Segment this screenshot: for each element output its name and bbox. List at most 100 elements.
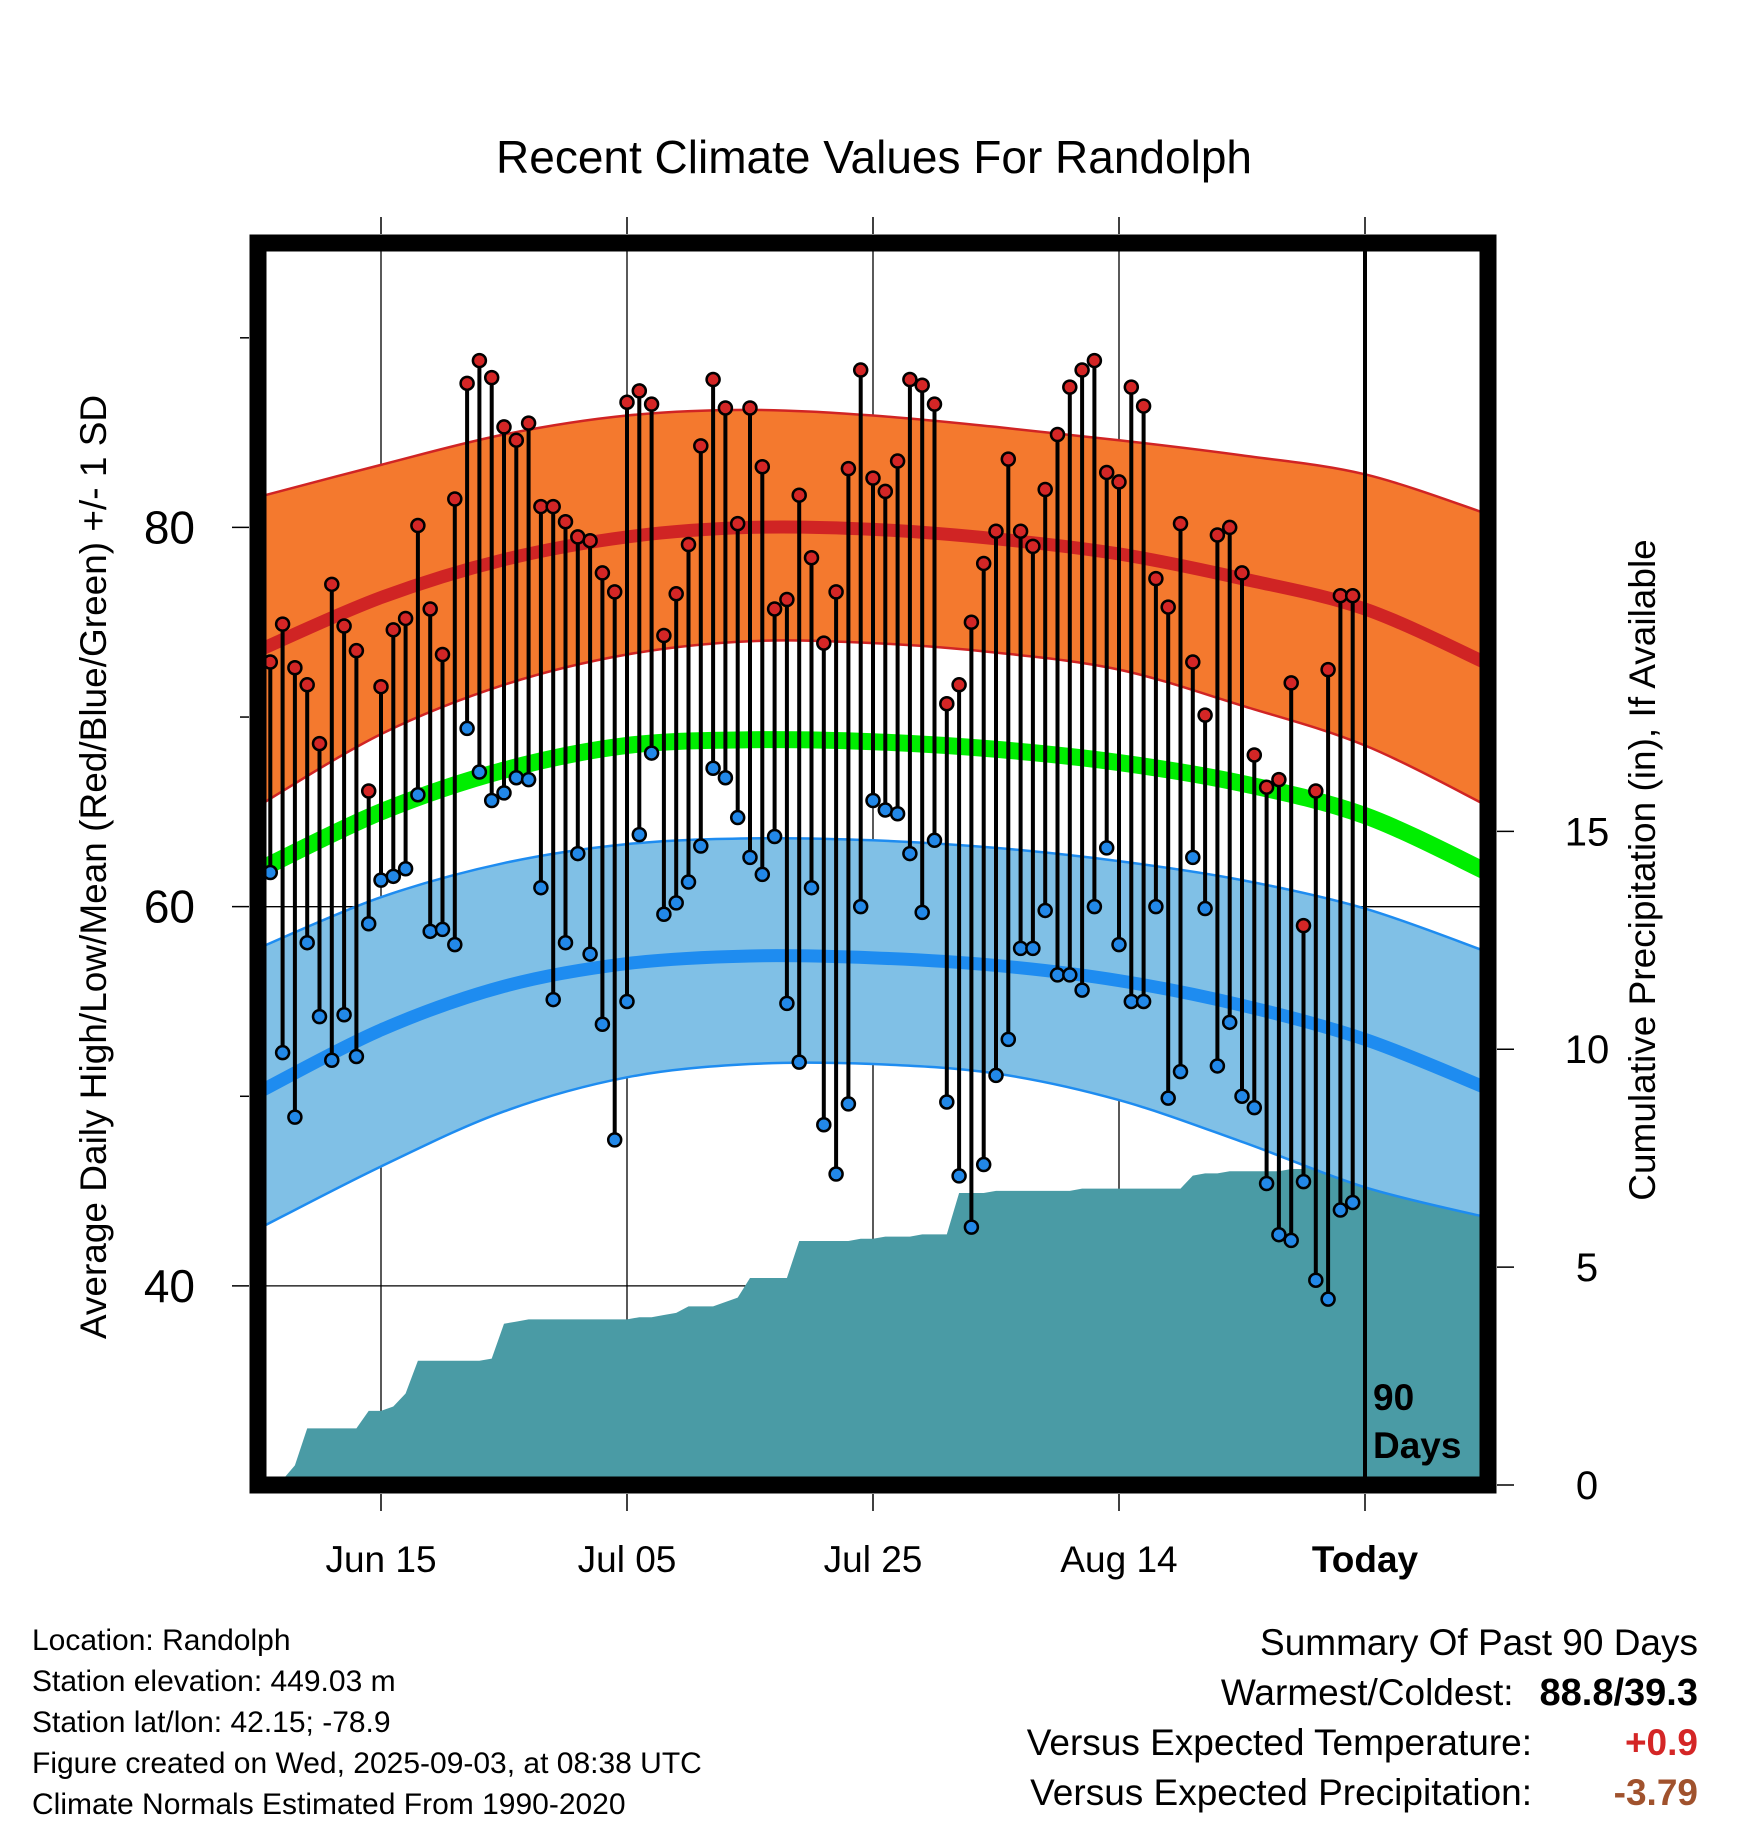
high-temp-dot	[1135, 398, 1152, 414]
low-temp-dot	[840, 1096, 857, 1112]
high-temp-dot	[619, 394, 635, 411]
low-temp-dot	[656, 906, 672, 922]
elevation-text: Station elevation: 449.03 m	[32, 1665, 396, 1698]
high-temp-dot	[926, 396, 943, 412]
y2-axis-label: Cumulative Precipitation (in), If Availa…	[1622, 539, 1663, 1201]
low-temp-dot	[1172, 1063, 1189, 1080]
high-temp-dot	[1172, 515, 1189, 532]
low-temp-dot	[1197, 900, 1213, 917]
low-temp-dot	[606, 1132, 623, 1148]
high-temp-dot	[1258, 779, 1275, 795]
low-temp-dot	[287, 1109, 303, 1125]
x-tick-label: Aug 14	[1060, 1539, 1177, 1580]
high-temp-dot	[988, 523, 1004, 539]
low-temp-dot	[1308, 1272, 1324, 1288]
high-temp-dot	[963, 614, 980, 630]
low-temp-dot	[1098, 840, 1115, 856]
low-temp-dot	[902, 845, 918, 862]
low-temp-dot	[520, 771, 537, 788]
high-temp-dot	[570, 529, 586, 545]
low-temp-dot	[1037, 902, 1053, 919]
low-temp-dot	[496, 785, 512, 801]
high-temp-dot	[336, 618, 352, 634]
low-temp-dot	[631, 826, 648, 843]
low-temp-dot	[828, 1166, 844, 1182]
low-temp-dot	[926, 832, 943, 849]
high-temp-dot	[1025, 538, 1041, 555]
low-temp-dot	[434, 921, 451, 938]
chart-title: Recent Climate Values For Randolph	[496, 131, 1252, 183]
daily-dots	[250, 352, 1361, 1307]
high-temp-dot	[779, 591, 795, 608]
high-temp-dot	[483, 369, 500, 386]
y2-tick-label: 15	[1565, 810, 1610, 854]
high-temp-dot	[1111, 474, 1127, 490]
low-temp-dot	[1258, 1175, 1275, 1192]
low-temp-dot	[668, 895, 684, 911]
y-tick-label: 60	[144, 881, 195, 933]
low-temp-dot	[693, 838, 709, 854]
high-temp-dot	[889, 453, 906, 469]
high-temp-dot	[1344, 587, 1361, 604]
high-temp-dot	[606, 584, 623, 600]
low-temp-dot	[889, 806, 906, 822]
low-temp-dot	[447, 936, 463, 953]
low-temp-dot	[299, 934, 315, 951]
high-temp-dot	[1221, 519, 1238, 536]
low-temp-dot	[865, 792, 881, 809]
y-tick-label: 40	[144, 1260, 195, 1312]
window-label-days: Days	[1373, 1425, 1461, 1466]
high-temp-dot	[557, 513, 574, 530]
low-temp-dot	[717, 769, 734, 786]
created-text: Figure created on Wed, 2025-09-03, at 08…	[32, 1747, 702, 1780]
summary-warmest-coldest: Warmest/Coldest: 88.8/39.3	[1027, 1668, 1698, 1718]
precip-anomaly-label: Versus Expected Precipitation:	[1030, 1772, 1532, 1813]
low-temp-dot	[742, 849, 758, 866]
y2-tick-label: 0	[1576, 1464, 1598, 1508]
high-temp-dot	[520, 415, 537, 431]
high-temp-dot	[348, 642, 365, 659]
high-temp-dot	[1197, 707, 1213, 723]
high-temp-dot	[1320, 661, 1336, 678]
low-temp-dot	[508, 769, 525, 786]
low-temp-dot	[643, 745, 660, 761]
high-temp-dot	[791, 487, 807, 503]
low-temp-dot	[410, 787, 426, 803]
high-temp-dot	[311, 735, 328, 752]
high-temp-dot	[1283, 675, 1299, 691]
low-temp-dot	[1246, 1099, 1263, 1116]
summary-heading: Summary Of Past 90 Days	[1260, 1622, 1698, 1663]
low-temp-dot	[545, 991, 561, 1008]
high-temp-dot	[852, 362, 869, 378]
high-temp-dot	[1049, 426, 1066, 443]
high-temp-dot	[1012, 523, 1029, 539]
high-temp-dot	[754, 458, 771, 475]
low-temp-dot	[373, 872, 389, 888]
low-temp-dot	[1135, 993, 1152, 1010]
low-temp-dot	[951, 1168, 967, 1184]
latlon-text: Station lat/lon: 42.15; -78.9	[32, 1706, 391, 1739]
high-temp-dot	[1246, 747, 1263, 763]
precipitation-area	[258, 1147, 1488, 1485]
high-temp-dot	[840, 460, 857, 477]
low-temp-dot	[385, 868, 402, 885]
summary-precip: Versus Expected Precipitation: -3.79	[1027, 1768, 1698, 1818]
high-temp-dot	[865, 470, 881, 486]
low-temp-dot	[1086, 898, 1103, 915]
y2-tick-label: 5	[1576, 1246, 1598, 1290]
low-temp-dot	[766, 828, 783, 845]
high-temp-dot	[447, 491, 463, 507]
high-temp-dot	[631, 383, 648, 399]
high-temp-dot	[803, 550, 820, 566]
low-temp-dot	[914, 904, 930, 921]
high-temp-dot	[1160, 599, 1176, 615]
low-temp-dot	[533, 879, 549, 896]
high-temp-dot	[1086, 352, 1103, 369]
low-temp-dot	[324, 1052, 340, 1069]
warmest-coldest-label: Warmest/Coldest:	[1220, 1672, 1514, 1713]
low-temp-dot	[397, 860, 414, 877]
y-axis-label: Average Daily High/Low/Mean (Red/Blue/Gr…	[73, 395, 114, 1339]
low-temp-dot	[988, 1067, 1004, 1084]
low-temp-dot	[594, 1016, 611, 1032]
high-temp-dot	[287, 659, 303, 676]
